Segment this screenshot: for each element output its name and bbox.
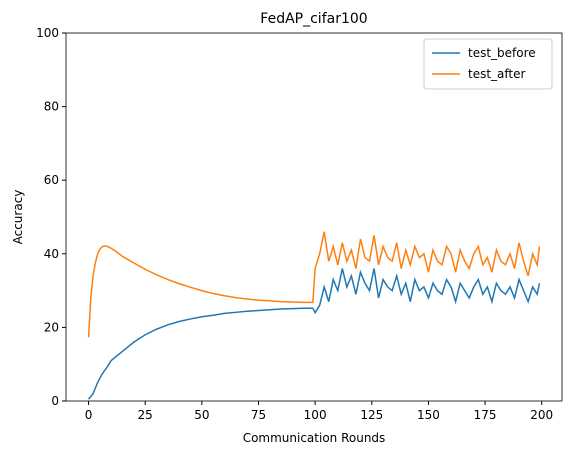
legend-label: test_after xyxy=(468,67,526,81)
line-series xyxy=(87,268,541,400)
y-axis-label: Accuracy xyxy=(11,190,25,245)
x-tick-label: 0 xyxy=(85,408,93,422)
x-tick-label: 100 xyxy=(304,408,327,422)
y-tick-label: 100 xyxy=(36,26,59,40)
chart-title: FedAP_cifar100 xyxy=(260,11,367,27)
plot-frame xyxy=(65,32,563,402)
y-tick-label: 60 xyxy=(44,173,59,187)
x-tick-label: 125 xyxy=(360,408,383,422)
x-tick-label: 25 xyxy=(138,408,153,422)
x-tick-label: 150 xyxy=(417,408,440,422)
x-axis-label: Communication Rounds xyxy=(243,431,386,445)
y-tick-label: 20 xyxy=(44,320,59,334)
y-tick-label: 40 xyxy=(44,247,59,261)
x-tick-label: 75 xyxy=(251,408,266,422)
y-tick-label: 80 xyxy=(44,100,59,114)
legend-label: test_before xyxy=(468,46,536,60)
x-tick-label: 175 xyxy=(474,408,497,422)
line-series xyxy=(87,231,541,338)
x-tick-label: 50 xyxy=(194,408,209,422)
x-tick-label: 200 xyxy=(530,408,553,422)
legend-box xyxy=(423,38,553,90)
y-tick-label: 0 xyxy=(51,394,59,408)
